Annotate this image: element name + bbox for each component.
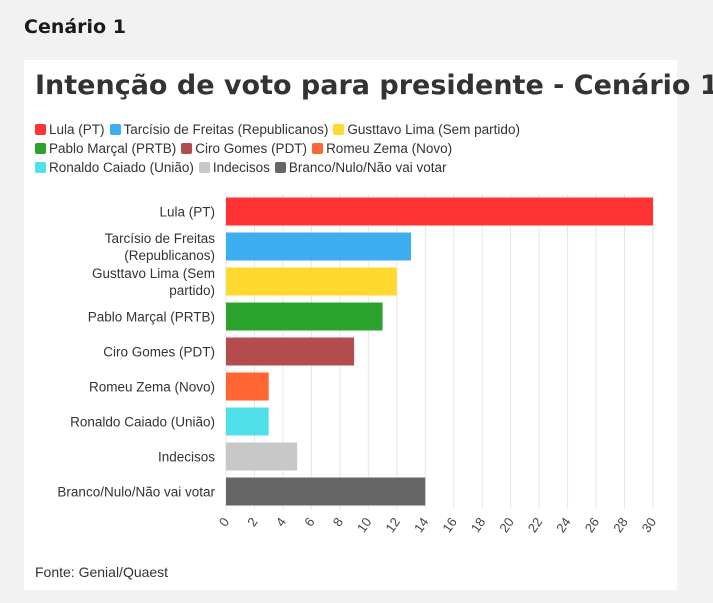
legend-item[interactable]: Branco/Nulo/Não vai votar — [274, 158, 447, 177]
legend-row: Lula (PT) Tarcísio de Freitas (Republican… — [35, 120, 665, 139]
legend-label: Tarcísio de Freitas (Republicanos) — [123, 122, 329, 137]
x-tick-label: 20 — [496, 515, 517, 535]
bar[interactable] — [226, 477, 426, 506]
x-tick-label: 24 — [553, 515, 574, 535]
x-tick-label: 14 — [411, 515, 432, 535]
category-label: Pablo Marçal (PRTB) — [88, 310, 215, 325]
x-tick-label: 4 — [273, 515, 289, 530]
x-tick-label: 12 — [382, 515, 403, 535]
category-label: Ronaldo Caiado (União) — [70, 415, 215, 430]
page-heading: Cenário 1 — [24, 16, 126, 38]
category-label: Branco/Nulo/Não vai votar — [57, 485, 215, 500]
legend-label: Lula (PT) — [49, 122, 105, 137]
chart-legend: Lula (PT) Tarcísio de Freitas (Republican… — [35, 120, 665, 177]
x-tick-label: 30 — [639, 515, 660, 535]
legend-label: Ronaldo Caiado (União) — [49, 160, 194, 175]
legend-item[interactable]: Gusttavo Lima (Sem partido) — [333, 120, 520, 139]
legend-item[interactable]: Romeu Zema (Novo) — [312, 139, 452, 158]
legend-item[interactable]: Pablo Marçal (PRTB) — [35, 139, 176, 158]
legend-swatch — [274, 162, 286, 173]
legend-label: Indecisos — [212, 160, 270, 175]
chart-title: Intenção de voto para presidente - Cenár… — [35, 70, 713, 101]
category-label: Romeu Zema (Novo) — [89, 380, 215, 395]
bar[interactable] — [226, 442, 298, 471]
x-tick-label: 22 — [525, 515, 546, 535]
bar[interactable] — [226, 197, 653, 226]
legend-swatch — [333, 124, 345, 135]
x-tick-label: 0 — [216, 515, 232, 530]
legend-swatch — [35, 143, 46, 154]
legend-swatch — [35, 124, 46, 135]
category-label: Indecisos — [158, 450, 215, 465]
x-tick-label: 18 — [468, 515, 489, 535]
legend-swatch — [181, 143, 193, 154]
legend-item[interactable]: Lula (PT) — [35, 120, 105, 139]
legend-swatch — [109, 124, 121, 135]
legend-row: Pablo Marçal (PRTB) Ciro Gomes (PDT) Romeu… — [35, 139, 665, 158]
category-label: Lula (PT) — [159, 205, 215, 220]
category-label: (Republicanos) — [124, 248, 215, 263]
bar[interactable] — [226, 372, 269, 401]
bar[interactable] — [226, 302, 383, 331]
x-tick-label: 2 — [244, 515, 260, 530]
category-label: partido) — [169, 283, 215, 298]
bar[interactable] — [226, 267, 397, 296]
legend-item[interactable]: Ciro Gomes (PDT) — [181, 139, 307, 158]
chart-source: Fonte: Genial/Quaest — [35, 564, 169, 580]
bar[interactable] — [226, 232, 412, 261]
x-tick-label: 6 — [301, 515, 317, 530]
bar[interactable] — [226, 337, 355, 366]
legend-row: Ronaldo Caiado (União) Indecisos Branco/Nu… — [35, 158, 665, 177]
bar-chart: Lula (PT) Tarcísio de Freitas (Republicano… — [57, 194, 660, 535]
legend-item[interactable]: Ronaldo Caiado (União) — [35, 158, 194, 177]
x-tick-label: 26 — [582, 515, 603, 535]
legend-item[interactable]: Indecisos — [198, 158, 270, 177]
x-tick-label: 10 — [354, 515, 375, 535]
legend-label: Gusttavo Lima (Sem partido) — [347, 122, 520, 137]
legend-label: Branco/Nulo/Não vai votar — [288, 160, 447, 175]
legend-swatch — [312, 143, 324, 154]
x-tick-label: 28 — [610, 515, 631, 535]
legend-swatch — [198, 162, 210, 173]
category-label: Gusttavo Lima (Sem — [92, 266, 215, 281]
bar[interactable] — [226, 407, 269, 436]
category-label: Tarcísio de Freitas — [105, 231, 216, 246]
x-tick-label: 16 — [439, 515, 460, 535]
legend-swatch — [35, 162, 46, 173]
legend-label: Ciro Gomes (PDT) — [195, 141, 308, 156]
legend-label: Pablo Marçal (PRTB) — [49, 141, 177, 156]
legend-label: Romeu Zema (Novo) — [326, 141, 453, 156]
category-label: Ciro Gomes (PDT) — [103, 345, 215, 360]
legend-item[interactable]: Tarcísio de Freitas (Republicanos) — [109, 120, 329, 139]
x-tick-label: 8 — [330, 515, 346, 530]
chart-card: Intenção de voto para presidente - Cenár… — [24, 60, 713, 590]
